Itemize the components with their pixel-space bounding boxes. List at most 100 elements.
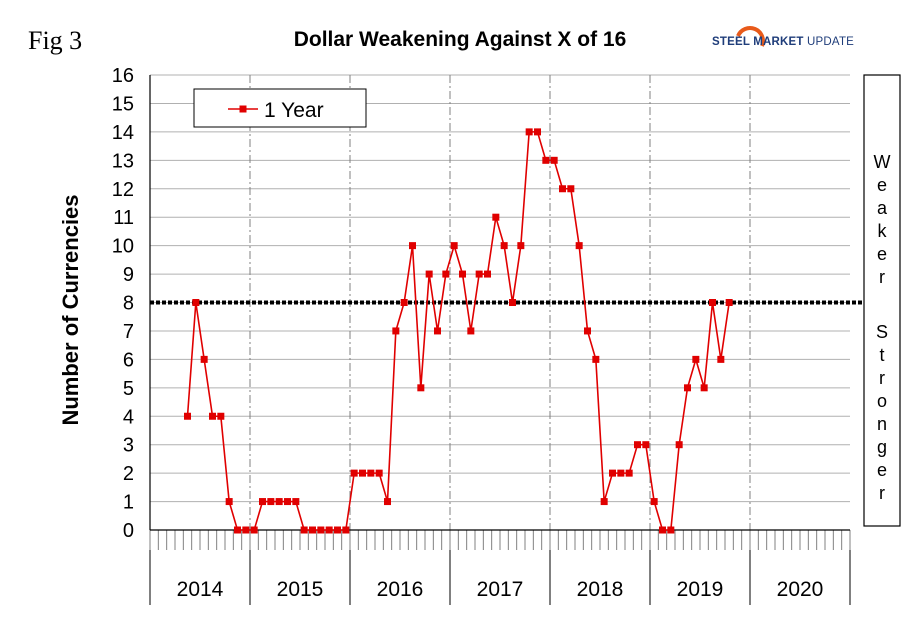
side-letter-weaker: r — [879, 267, 885, 287]
y-tick-label: 13 — [112, 150, 134, 172]
side-panel-box — [863, 74, 901, 527]
legend: 1 Year — [193, 88, 367, 128]
year-label: 2019 — [677, 578, 724, 601]
logo-text: STEEL MARKET UPDATE — [712, 36, 854, 48]
data-point-marker — [442, 270, 450, 278]
data-point-marker — [375, 469, 383, 477]
data-point-marker — [525, 128, 533, 136]
side-letter-weaker: e — [877, 175, 887, 195]
data-point-marker — [425, 270, 433, 278]
side-letter-weaker: a — [877, 198, 888, 218]
data-point-marker — [284, 498, 291, 506]
data-point-marker — [367, 469, 375, 477]
year-label: 2017 — [477, 578, 524, 601]
series-1-year — [184, 128, 733, 534]
year-label: 2018 — [577, 578, 624, 601]
data-point-marker — [200, 355, 208, 363]
data-point-marker — [342, 526, 350, 534]
data-point-marker — [484, 270, 491, 278]
side-letter-stronger: g — [877, 437, 887, 457]
year-label: 2014 — [177, 578, 224, 601]
data-point-marker — [509, 299, 516, 306]
side-letter-stronger: n — [877, 414, 887, 434]
data-point-marker — [209, 412, 216, 420]
data-point-marker — [334, 526, 341, 534]
data-point-marker — [434, 327, 441, 335]
y-tick-label: 15 — [112, 93, 134, 115]
y-tick-label: 12 — [112, 179, 134, 201]
data-point-marker — [475, 270, 483, 278]
data-point-marker — [350, 469, 358, 477]
year-label: 2015 — [277, 578, 324, 601]
data-point-marker — [550, 156, 558, 164]
y-tick-label: 14 — [112, 122, 134, 144]
data-point-marker — [534, 128, 541, 136]
legend-swatch-marker — [239, 105, 247, 113]
side-letter-weaker: e — [877, 244, 887, 264]
data-point-marker — [650, 498, 658, 506]
axes — [149, 75, 851, 605]
data-point-marker — [492, 213, 500, 221]
side-letter-stronger: e — [877, 460, 887, 480]
data-point-marker — [192, 299, 200, 306]
data-point-marker — [242, 526, 250, 534]
data-point-marker — [717, 355, 725, 363]
data-point-marker — [575, 242, 583, 250]
y-tick-label: 0 — [123, 520, 134, 542]
data-point-marker — [234, 526, 241, 534]
side-letter-stronger: o — [877, 391, 887, 411]
side-letter-stronger: r — [879, 368, 885, 388]
side-letter-stronger: S — [876, 322, 888, 342]
y-tick-label: 2 — [123, 463, 134, 485]
data-point-marker — [617, 469, 625, 477]
data-point-marker — [384, 498, 391, 506]
y-tick-label: 5 — [123, 378, 134, 400]
data-point-marker — [625, 469, 633, 477]
data-point-marker — [450, 242, 458, 250]
steel-market-update-logo: STEEL MARKET UPDATE — [712, 22, 882, 58]
year-labels: 2014 2015 2016 2017 2018 2019 2020 — [177, 578, 824, 601]
data-point-marker — [559, 185, 566, 193]
side-letter-weaker: k — [878, 221, 888, 241]
data-point-marker — [309, 526, 316, 534]
data-point-marker — [542, 156, 550, 164]
data-point-marker — [700, 384, 708, 392]
y-tick-label: 11 — [113, 207, 134, 229]
data-point-marker — [709, 299, 716, 306]
data-point-marker — [600, 498, 608, 506]
data-point-marker — [259, 498, 266, 506]
data-point-marker — [725, 299, 733, 306]
data-point-marker — [517, 242, 525, 250]
data-point-marker — [609, 469, 616, 477]
side-letter-weaker: W — [874, 152, 891, 172]
y-tick-label: 16 — [112, 65, 134, 87]
data-point-marker — [675, 441, 683, 449]
logo-sub-text: UPDATE — [807, 36, 855, 48]
data-point-marker — [225, 498, 233, 506]
data-point-marker — [684, 384, 691, 392]
side-letter-stronger: t — [879, 345, 884, 365]
y-tick-label: 3 — [123, 435, 134, 457]
data-point-marker — [659, 526, 666, 534]
data-point-marker — [267, 498, 275, 506]
data-point-marker — [359, 469, 366, 477]
data-point-marker — [692, 355, 700, 363]
year-label: 2020 — [777, 578, 824, 601]
data-point-marker — [642, 441, 650, 449]
year-label: 2016 — [377, 578, 424, 601]
data-point-marker — [317, 526, 325, 534]
chart-title: Dollar Weakening Against X of 16 — [293, 28, 627, 51]
data-point-marker — [409, 242, 416, 250]
data-point-marker — [592, 355, 600, 363]
data-point-marker — [417, 384, 425, 392]
data-point-marker — [467, 327, 475, 335]
data-point-marker — [184, 412, 191, 420]
y-tick-label: 9 — [123, 264, 134, 286]
data-point-marker — [634, 441, 641, 449]
data-point-marker — [500, 242, 508, 250]
data-point-marker — [325, 526, 333, 534]
logo-main-text: STEEL MARKET — [712, 36, 804, 48]
